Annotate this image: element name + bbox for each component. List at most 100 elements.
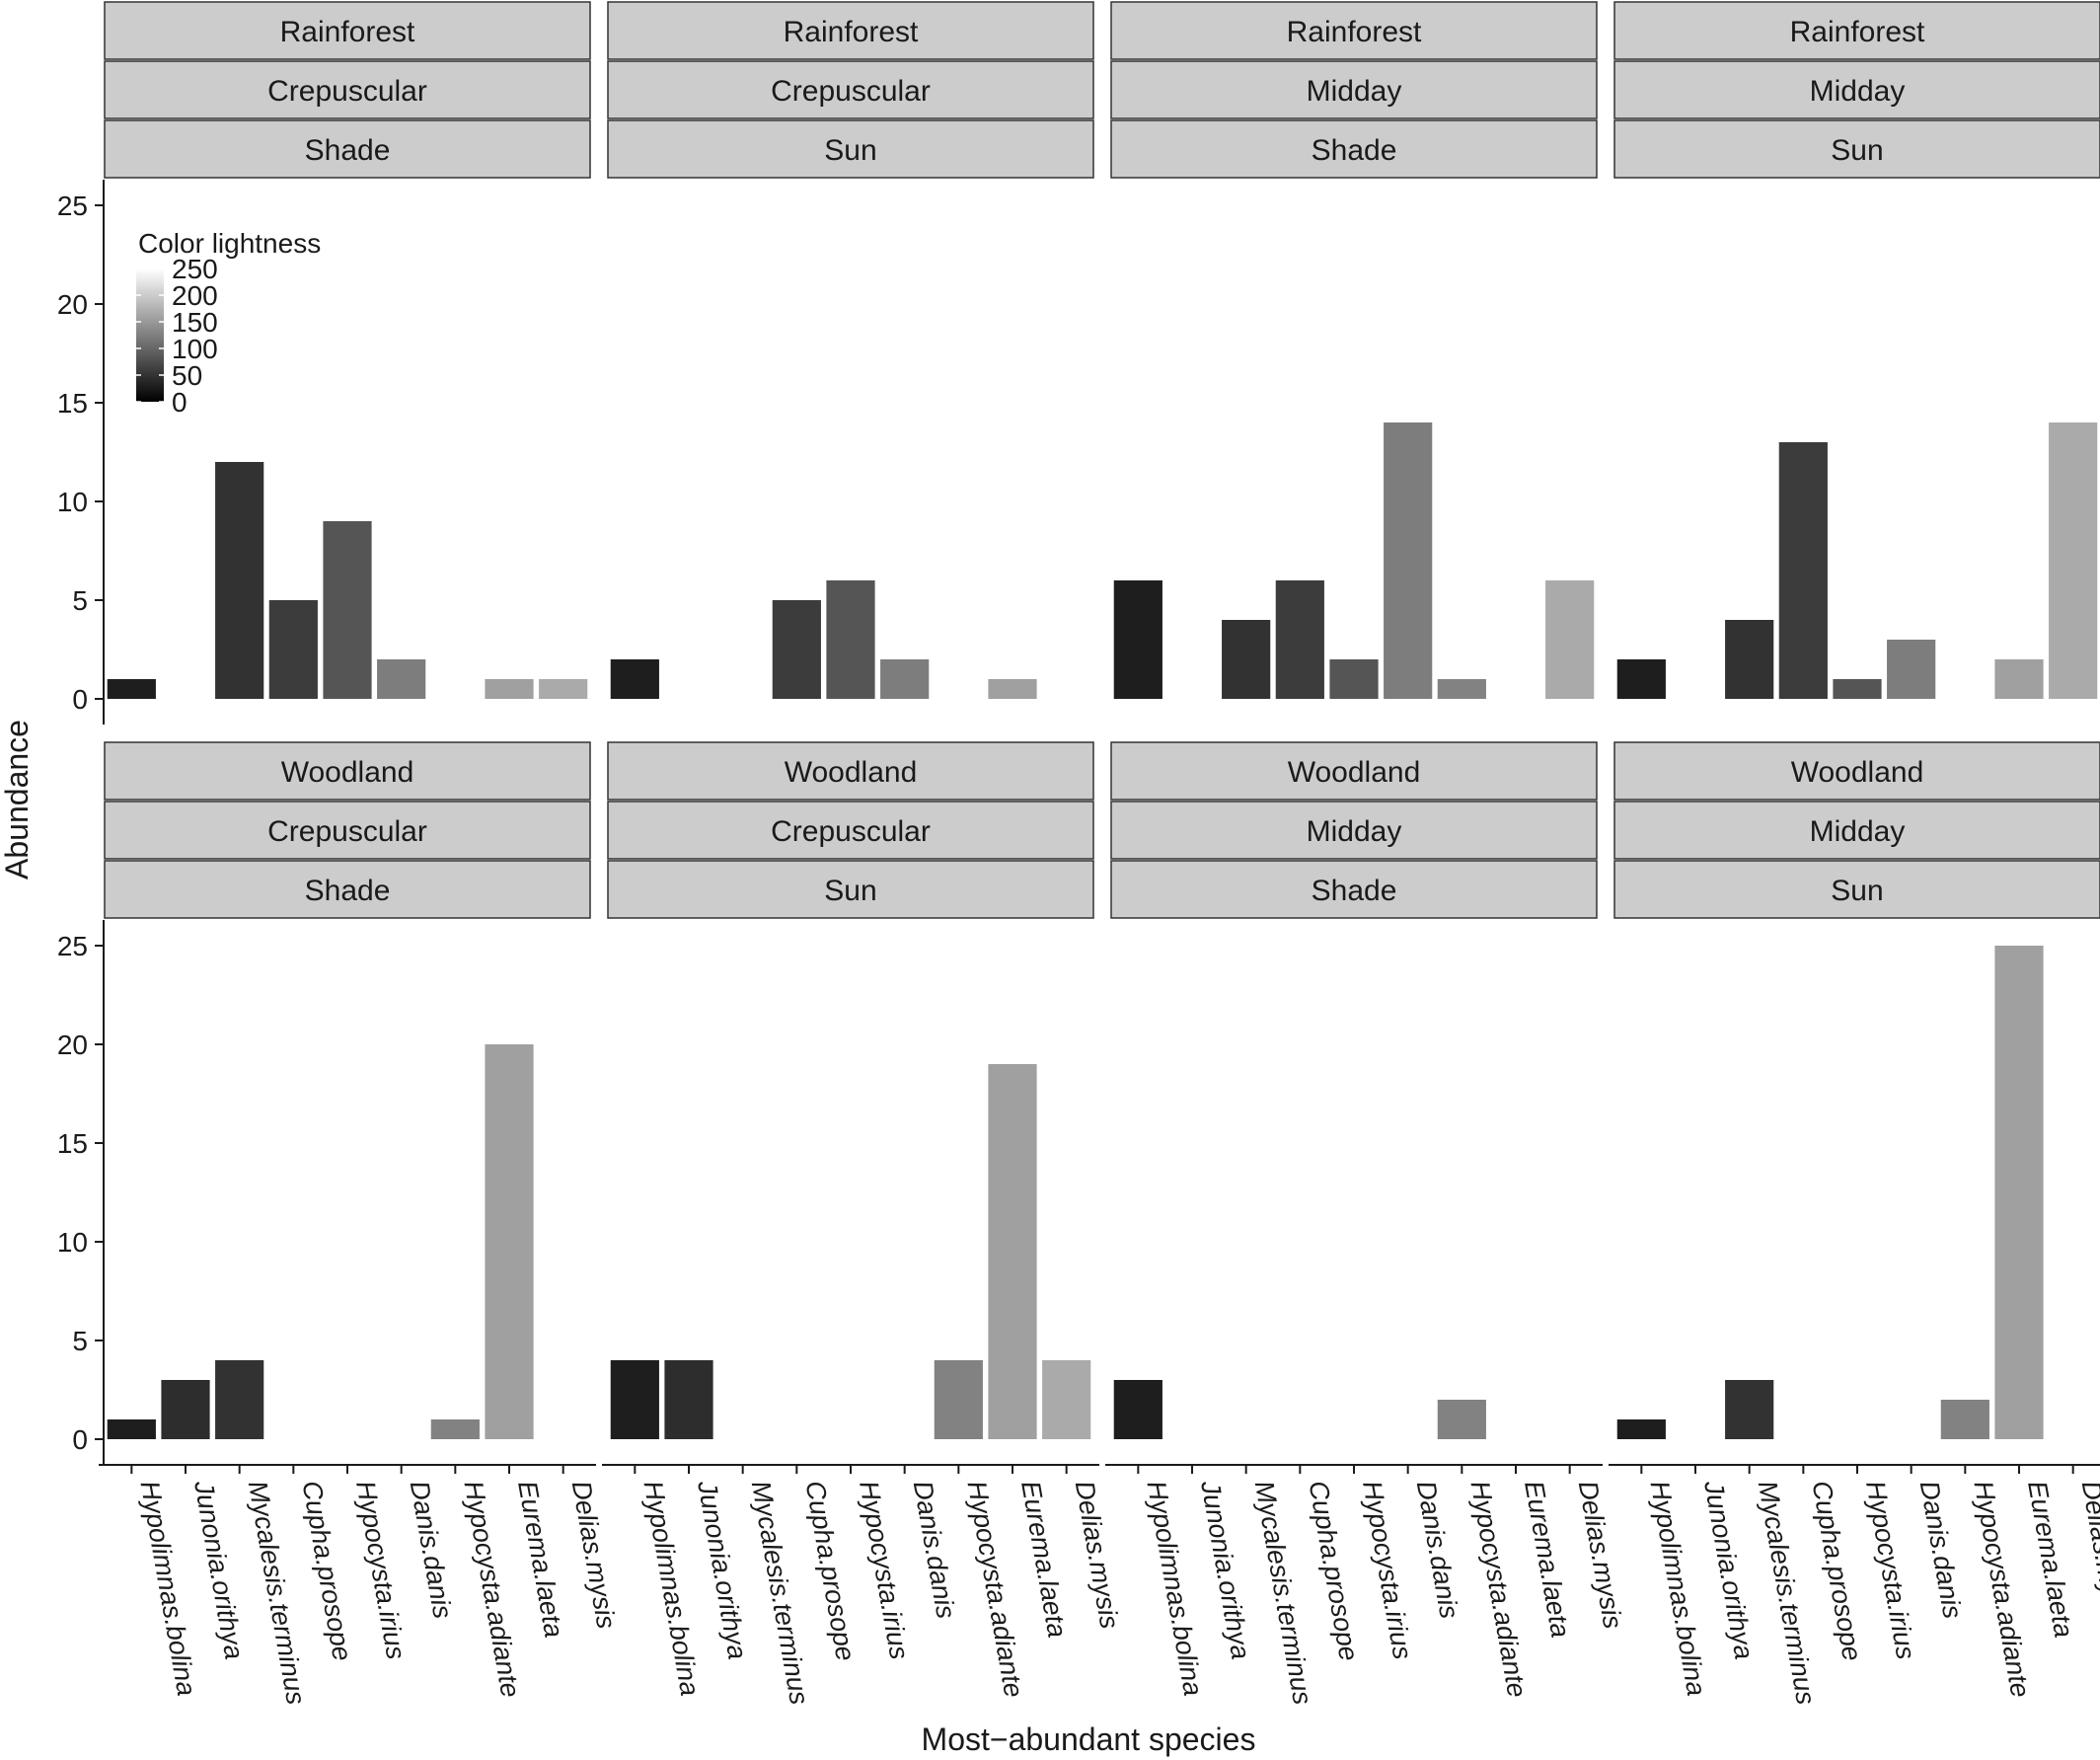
facet-strip-label: Shade bbox=[305, 875, 391, 907]
facet-strip bbox=[607, 741, 1094, 801]
facet-strip-label: Midday bbox=[1307, 815, 1402, 848]
bar bbox=[610, 1360, 659, 1439]
facet-strip bbox=[1613, 801, 2100, 860]
x-tick-label: Delias.mysis bbox=[1070, 1479, 1125, 1631]
facet-strip bbox=[607, 801, 1094, 860]
bar bbox=[161, 1380, 210, 1439]
facet-panel: Rainforest Crepuscular Shade bbox=[104, 1, 591, 699]
facet-strip bbox=[1110, 801, 1598, 860]
bar bbox=[1275, 580, 1324, 699]
x-tick-label: Delias.mysis bbox=[566, 1479, 622, 1631]
bar bbox=[1725, 1380, 1774, 1439]
bar bbox=[377, 659, 426, 699]
panels: Rainforest Crepuscular Shade Rainforest Crep… bbox=[104, 1, 2100, 1439]
x-tick-label: Junonia.orithya bbox=[692, 1478, 753, 1662]
bar bbox=[430, 1419, 480, 1439]
facet-strip bbox=[1110, 1, 1598, 60]
facet-strip bbox=[1110, 860, 1598, 919]
facet-strip bbox=[104, 741, 591, 801]
y-tick-label: 25 bbox=[57, 191, 88, 221]
bar bbox=[1437, 1400, 1486, 1439]
y-tick-label: 20 bbox=[57, 289, 88, 320]
x-tick-label: Junonia.orithya bbox=[188, 1478, 250, 1662]
facet-strip-label: Crepuscular bbox=[267, 75, 427, 108]
facet-strip bbox=[1110, 60, 1598, 119]
bar bbox=[988, 679, 1037, 699]
bar bbox=[1887, 640, 1936, 699]
facet-strip-label: Rainforest bbox=[1790, 16, 1925, 48]
x-tick-label: Junonia.orithya bbox=[1195, 1478, 1256, 1662]
bar bbox=[1384, 422, 1433, 699]
facet-strip bbox=[104, 860, 591, 919]
facet-strip-label: Midday bbox=[1810, 815, 1906, 848]
bar bbox=[1616, 659, 1666, 699]
facet-strip-label: Rainforest bbox=[784, 16, 919, 48]
y-tick-label: 15 bbox=[57, 1128, 88, 1159]
facet-panel: Woodland Midday Shade bbox=[1110, 741, 1598, 1439]
x-tick-label: Hypocysta.irius bbox=[1357, 1479, 1417, 1661]
facet-panel: Rainforest Midday Shade bbox=[1110, 1, 1598, 699]
bar bbox=[1994, 659, 2044, 699]
facet-strip-label: Rainforest bbox=[1287, 16, 1422, 48]
y-tick-label: 10 bbox=[57, 487, 88, 517]
facet-strip bbox=[104, 801, 591, 860]
y-axis-title: Abundance bbox=[0, 720, 35, 880]
facet-strip bbox=[607, 60, 1094, 119]
bar bbox=[1545, 580, 1595, 699]
bar bbox=[1994, 946, 2044, 1439]
facet-panel: Woodland Midday Sun bbox=[1613, 741, 2100, 1439]
x-tick-label: Danis.danis bbox=[405, 1479, 458, 1621]
legend-colorbar bbox=[136, 268, 164, 402]
x-tick-label: Hypolimnas.bolina bbox=[1141, 1479, 1208, 1698]
facet-strip bbox=[607, 1, 1094, 60]
x-tick-label: Delias.mysis bbox=[2076, 1479, 2100, 1631]
facet-strip-label: Woodland bbox=[785, 756, 918, 789]
facet-strip-label: Rainforest bbox=[280, 16, 415, 48]
bar bbox=[215, 462, 264, 699]
y-tick-label: 15 bbox=[57, 388, 88, 419]
facet-strip bbox=[1110, 119, 1598, 179]
x-tick-label: Hypocysta.irius bbox=[1860, 1479, 1920, 1661]
facet-panel: Woodland Crepuscular Shade bbox=[104, 741, 591, 1439]
facet-strip-label: Crepuscular bbox=[771, 815, 931, 848]
facet-strip bbox=[607, 119, 1094, 179]
facet-strip bbox=[1110, 741, 1598, 801]
bar bbox=[664, 1360, 713, 1439]
bar bbox=[268, 600, 318, 699]
bar bbox=[880, 659, 930, 699]
bar bbox=[988, 1064, 1037, 1439]
x-tick-label: Eurema.laeta bbox=[1519, 1479, 1575, 1640]
bar bbox=[1725, 620, 1774, 699]
facet-strip bbox=[1613, 119, 2100, 179]
x-tick-label: Hypolimnas.bolina bbox=[638, 1479, 705, 1698]
x-tick-label: Hypocysta.adiante bbox=[1968, 1479, 2035, 1700]
bar bbox=[1833, 679, 1882, 699]
bar bbox=[107, 1419, 156, 1439]
x-tick-label: Delias.mysis bbox=[1573, 1479, 1628, 1631]
y-tick-label: 10 bbox=[57, 1227, 88, 1258]
bar bbox=[1042, 1360, 1091, 1439]
facet-strip bbox=[1613, 60, 2100, 119]
facet-strip bbox=[104, 1, 591, 60]
facet-strip-label: Sun bbox=[1831, 134, 1883, 167]
facet-strip bbox=[1613, 741, 2100, 801]
x-tick-label: Mycalesis.terminus bbox=[746, 1479, 814, 1707]
bar bbox=[772, 600, 821, 699]
facet-strip-label: Midday bbox=[1810, 75, 1906, 108]
x-tick-label: Mycalesis.terminus bbox=[1249, 1479, 1317, 1707]
legend-title: Color lightness bbox=[138, 228, 321, 259]
bar bbox=[1222, 620, 1271, 699]
x-axis-title: Most−abundant species bbox=[922, 1722, 1256, 1757]
bar bbox=[1113, 580, 1162, 699]
bar bbox=[610, 659, 659, 699]
x-tick-label: Hypocysta.adiante bbox=[1464, 1479, 1532, 1700]
facet-strip-label: Woodland bbox=[1288, 756, 1421, 789]
facet-strip-label: Midday bbox=[1307, 75, 1402, 108]
facet-strip bbox=[607, 860, 1094, 919]
x-tick-label: Cupha.prosope bbox=[1806, 1479, 1867, 1663]
facet-strip-label: Shade bbox=[1312, 875, 1397, 907]
facet-strip bbox=[1613, 860, 2100, 919]
x-tick-label: Cupha.prosope bbox=[296, 1479, 357, 1663]
x-tick-label: Hypocysta.irius bbox=[854, 1479, 914, 1661]
